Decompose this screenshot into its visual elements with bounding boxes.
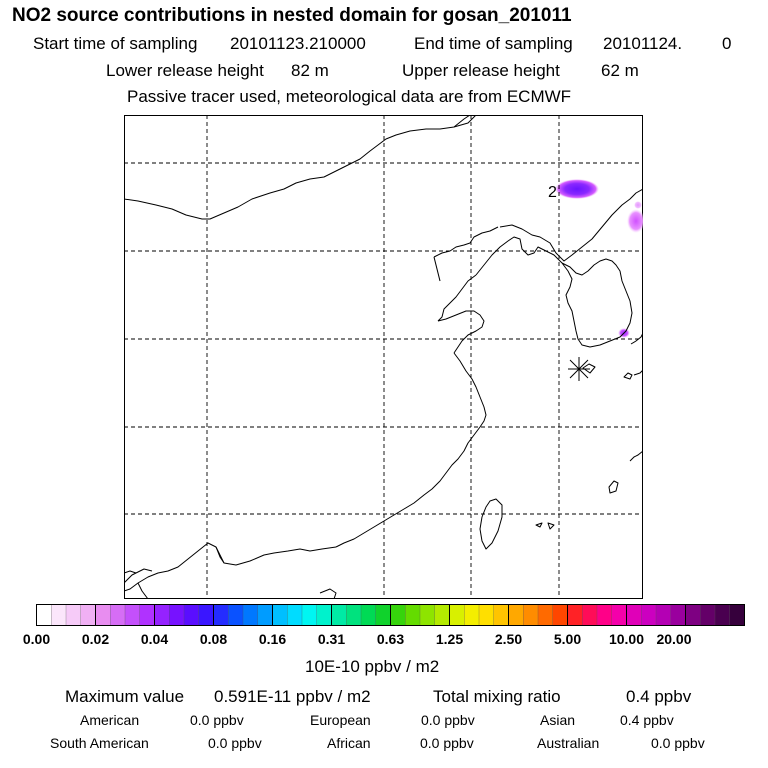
colorbar-tick-label: 5.00: [553, 631, 582, 647]
colorbar-tick-label: 0.08: [199, 631, 228, 647]
colorbar-cell: [419, 604, 436, 626]
receptor-marker: [568, 357, 590, 381]
region-african-value: 0.0 ppbv: [420, 735, 474, 751]
graticule: [124, 115, 643, 599]
region-american-value: 0.0 ppbv: [190, 712, 244, 728]
region-european-value: 0.0 ppbv: [421, 712, 475, 728]
colorbar-cell: [596, 604, 613, 626]
map-panel: 2: [124, 115, 643, 599]
total-mixing-value: 0.4 ppbv: [626, 687, 692, 706]
plume-east-faint: [634, 201, 642, 209]
colorbar-cell: [493, 604, 509, 626]
figure-title: NO2 source contributions in nested domai…: [12, 5, 572, 26]
colorbar-cell: [670, 604, 686, 626]
colorbar-cell: [582, 604, 598, 626]
colorbar-cell: [700, 604, 716, 626]
colorbar-cell: [213, 604, 229, 626]
colorbar-cell: [183, 604, 200, 626]
colorbar-cell: [36, 604, 52, 626]
colorbar-cell: [228, 604, 244, 626]
colorbar-tick-label: 0.00: [22, 631, 51, 647]
lower-release-label: Lower release height: [106, 61, 264, 80]
colorbar-cell: [360, 604, 377, 626]
map-frame: [124, 115, 643, 599]
region-south-american-value: 0.0 ppbv: [208, 735, 262, 751]
colorbar-cell: [154, 604, 170, 626]
colorbar-cell: [139, 604, 155, 626]
colorbar-cell: [80, 604, 96, 626]
colorbar-cell: [287, 604, 303, 626]
colorbar-cell: [110, 604, 126, 626]
colorbar-cell: [641, 604, 657, 626]
region-south-american-label: South American: [50, 735, 149, 751]
colorbar-cell: [464, 604, 480, 626]
colorbar-cell: [301, 604, 318, 626]
colorbar-tick-label: 0.16: [258, 631, 287, 647]
colorbar-tick-label: 20.00: [656, 631, 692, 647]
colorbar-cell: [685, 604, 701, 626]
colorbar-unit: 10E-10 ppbv / m2: [305, 657, 440, 676]
colorbar-cell: [567, 604, 583, 626]
max-value-label: Maximum value: [65, 687, 185, 706]
colorbar-cell: [552, 604, 568, 626]
end-time-label: End time of sampling: [414, 34, 573, 53]
colorbar: [36, 604, 745, 626]
colorbar-cell: [523, 604, 539, 626]
colorbar-cell: [626, 604, 642, 626]
plume-north: [555, 179, 599, 199]
total-mixing-label: Total mixing ratio: [433, 687, 561, 706]
start-time-label: Start time of sampling: [33, 34, 198, 53]
colorbar-cell: [449, 604, 465, 626]
colorbar-cell: [714, 604, 731, 626]
plume-east: [627, 209, 643, 233]
end-time-suffix: 0: [722, 34, 732, 53]
colorbar-cell: [124, 604, 141, 626]
lower-release-value: 82 m: [291, 61, 329, 80]
colorbar-cell: [95, 604, 111, 626]
colorbar-tick-label: 0.04: [140, 631, 169, 647]
end-time-value: 20101124.: [603, 34, 683, 53]
colorbar-tick-label: 1.25: [435, 631, 464, 647]
colorbar-tick-label: 0.02: [81, 631, 110, 647]
colorbar-cell: [242, 604, 259, 626]
colorbar-cell: [434, 604, 450, 626]
start-time-value: 20101123.210000: [230, 34, 366, 53]
colorbar-tick-label: 2.50: [494, 631, 523, 647]
colorbar-tick-label: 0.31: [317, 631, 346, 647]
region-australian-label: Australian: [537, 735, 600, 751]
colorbar-cell: [272, 604, 288, 626]
region-asian-value: 0.4 ppbv: [620, 712, 674, 728]
region-african-label: African: [327, 735, 371, 751]
colorbar-cell: [169, 604, 185, 626]
concentration-plumes: [555, 179, 643, 338]
max-value: 0.591E-11 ppbv / m2: [214, 687, 371, 706]
colorbar-cell: [390, 604, 406, 626]
contour-label: 2: [548, 184, 557, 201]
colorbar-tick-label: 0.63: [376, 631, 405, 647]
colorbar-cell: [405, 604, 421, 626]
colorbar-cell: [316, 604, 332, 626]
upper-release-label: Upper release height: [402, 61, 560, 80]
colorbar-cell: [375, 604, 391, 626]
colorbar-cell: [346, 604, 362, 626]
region-european-label: European: [310, 712, 371, 728]
colorbar-cell: [257, 604, 273, 626]
colorbar-cell: [729, 604, 745, 626]
colorbar-cell: [508, 604, 524, 626]
colorbar-cell: [331, 604, 347, 626]
colorbar-cell: [478, 604, 495, 626]
colorbar-cell: [198, 604, 214, 626]
colorbar-cell: [51, 604, 67, 626]
colorbar-cell: [537, 604, 554, 626]
colorbar-tick-label: 10.00: [608, 631, 645, 647]
region-asian-label: Asian: [540, 712, 576, 728]
upper-release-value: 62 m: [601, 61, 639, 80]
region-american-label: American: [80, 712, 140, 728]
colorbar-cell: [65, 604, 82, 626]
colorbar-cell: [611, 604, 627, 626]
coastlines: [124, 115, 643, 599]
region-australian-value: 0.0 ppbv: [651, 735, 705, 751]
tracer-note: Passive tracer used, meteorological data…: [127, 87, 572, 106]
colorbar-cell: [655, 604, 672, 626]
